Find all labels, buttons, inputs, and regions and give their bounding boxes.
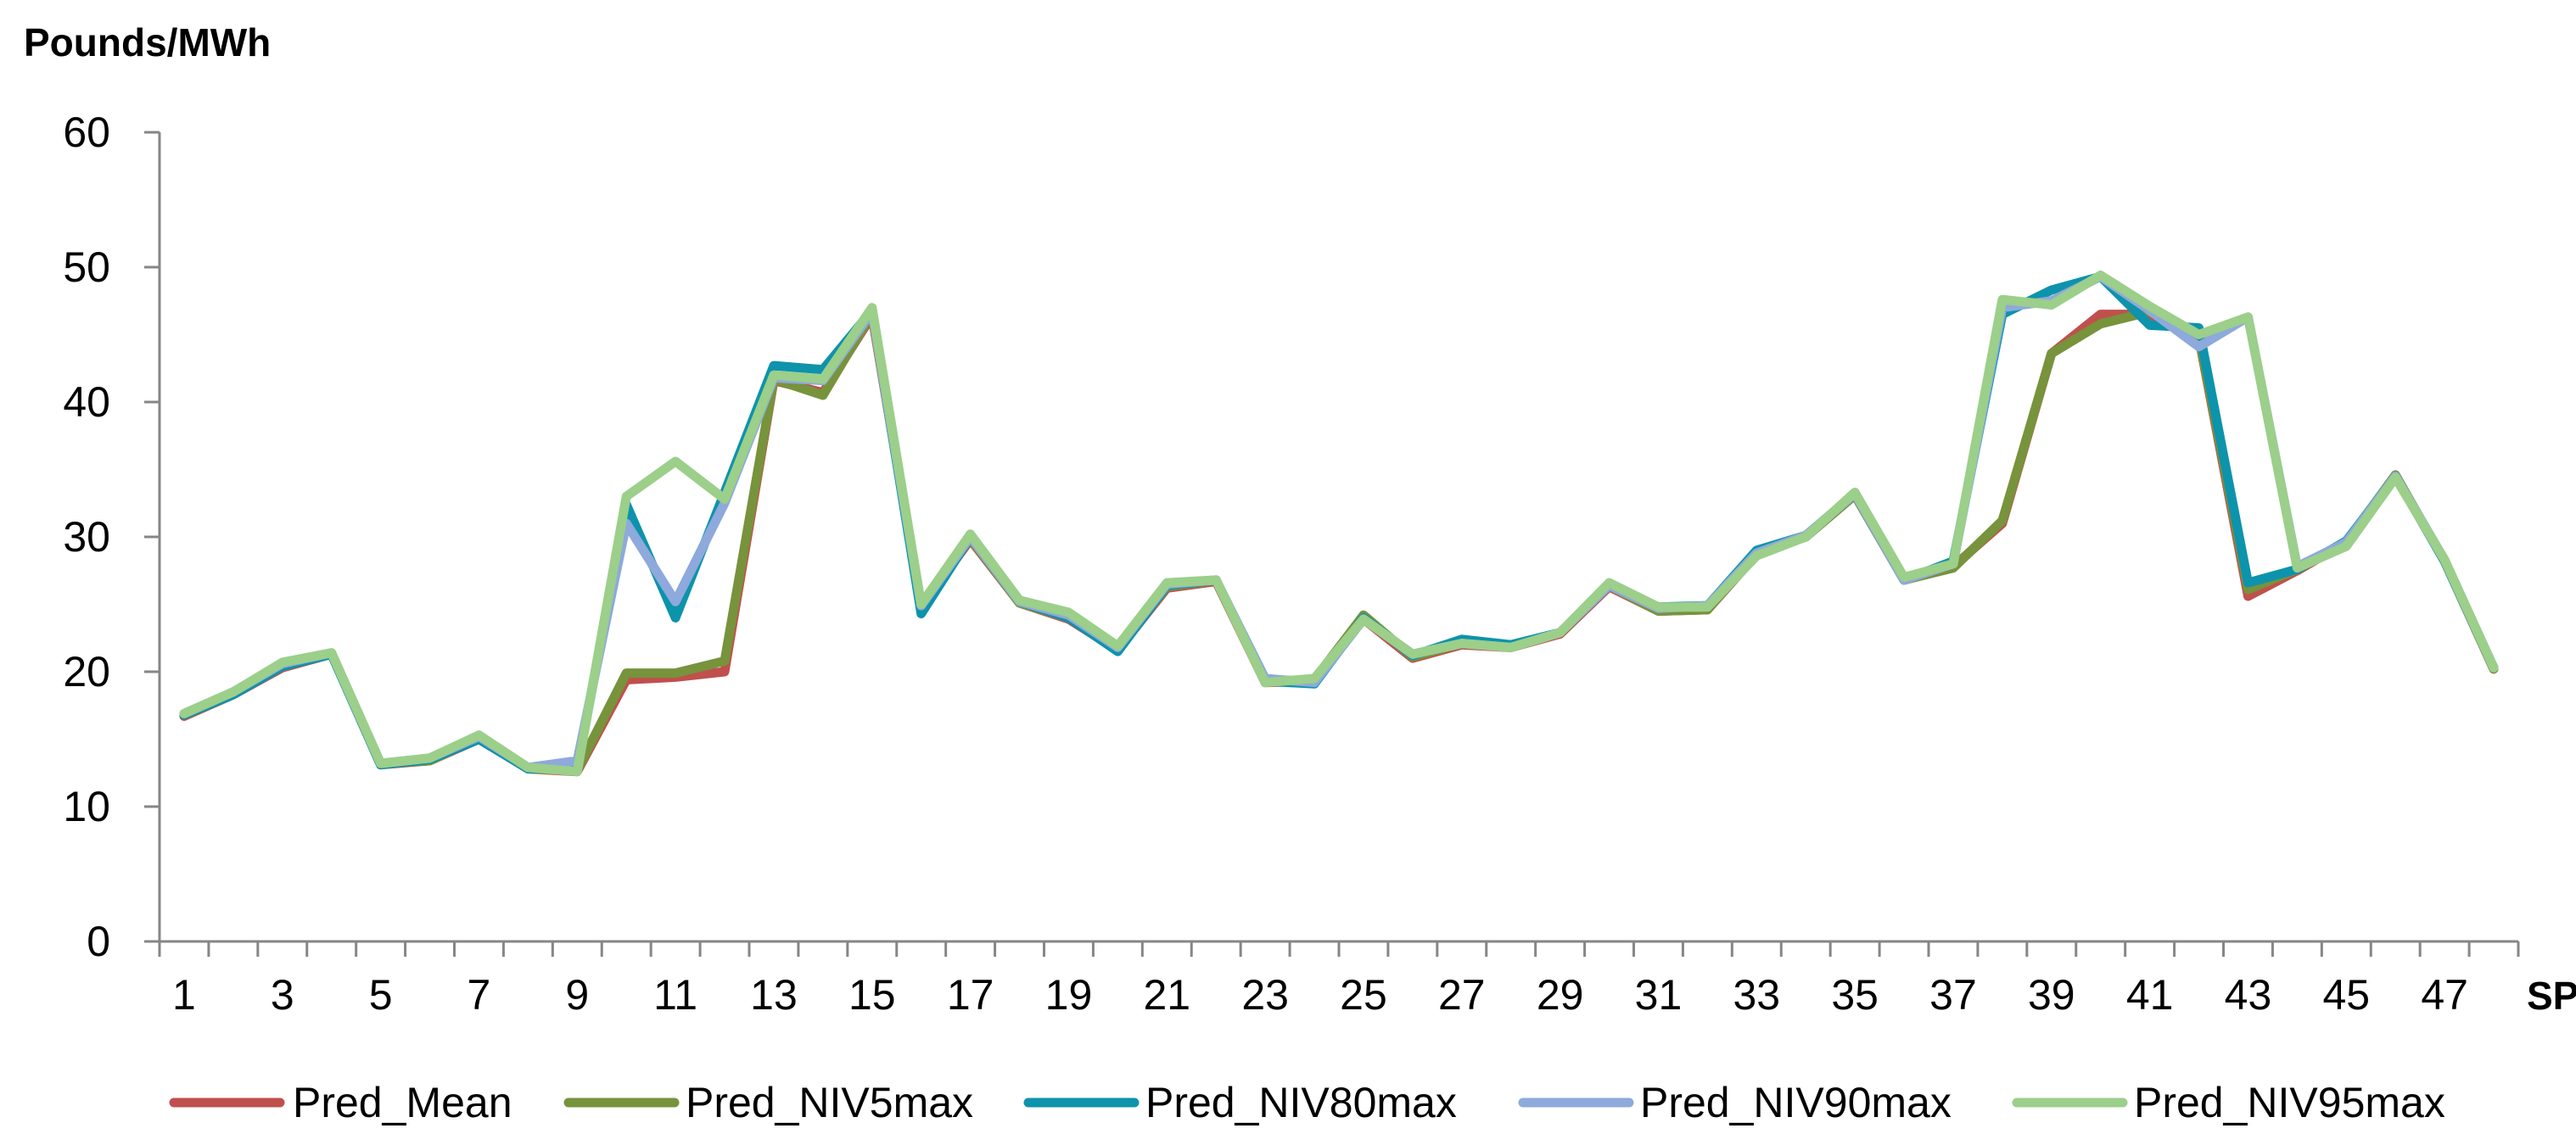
series-Pred_NIV90max [179,271,2499,773]
x-tick-label: 27 [1438,971,1486,1019]
x-tick-label: 7 [468,971,491,1019]
y-tick-label: 0 [87,918,110,965]
legend-item: Pred_NIV95max [2012,1079,2445,1126]
legend-item: Pred_NIV5max [563,1079,973,1126]
series-line [179,307,2499,775]
x-tick-label: 5 [369,971,393,1019]
y-tick-label: 20 [63,648,110,695]
x-tick-label: 13 [750,971,798,1019]
series-layer [179,271,2499,777]
series-line [179,271,2499,773]
legend-label: Pred_NIV80max [1145,1079,1457,1126]
x-tick-label: 15 [848,971,896,1019]
x-axis-label: SP [2527,974,2576,1018]
series-Pred_NIV5max [179,307,2499,775]
legend: Pred_Mean Pred_NIV5max Pred_NIV80max Pred_N… [169,1079,2445,1126]
legend-label: Pred_Mean [293,1079,512,1126]
series-line [179,271,2499,777]
x-tick-label: 47 [2421,971,2468,1019]
x-tick-label: 31 [1635,971,1683,1019]
x-tick-label: 29 [1537,971,1584,1019]
x-tick-label: 25 [1340,971,1387,1019]
series-line [179,310,2499,777]
legend-item: Pred_Mean [169,1079,512,1126]
y-tick-label: 30 [63,513,110,561]
series-Pred_NIV95max [179,271,2499,777]
legend-label: Pred_NIV5max [686,1079,973,1126]
series-line [179,271,2499,774]
y-axis-label: Pounds/MWh [24,20,271,64]
legend-item: Pred_NIV90max [1518,1079,1952,1126]
x-tick-label: 41 [2126,971,2174,1019]
x-tick-label: 9 [565,971,589,1019]
legend-item: Pred_NIV80max [1023,1079,1457,1126]
series-Pred_NIV80max [179,271,2499,774]
x-tick-label: 45 [2322,971,2370,1019]
series-Pred_Mean [179,310,2499,777]
x-tick-label: 43 [2225,971,2272,1019]
x-tick-label: 39 [2028,971,2075,1019]
legend-label: Pred_NIV95max [2134,1079,2445,1126]
y-tick-label: 10 [63,783,110,830]
x-tick-label: 19 [1045,971,1093,1019]
legend-label: Pred_NIV90max [1640,1079,1952,1126]
x-tick-label: 17 [947,971,994,1019]
y-tick-label: 60 [63,109,110,156]
x-tick-label: 35 [1831,971,1879,1019]
x-tick-label: 1 [172,971,196,1019]
x-tick-label: 3 [271,971,294,1019]
x-tick-label: 21 [1143,971,1190,1019]
x-tick-label: 23 [1241,971,1289,1019]
x-tick-label: 33 [1733,971,1780,1019]
y-tick-label: 40 [63,378,110,426]
y-tick-label: 50 [63,243,110,291]
x-tick-label: 11 [653,971,697,1019]
x-tick-label: 37 [1929,971,1977,1019]
